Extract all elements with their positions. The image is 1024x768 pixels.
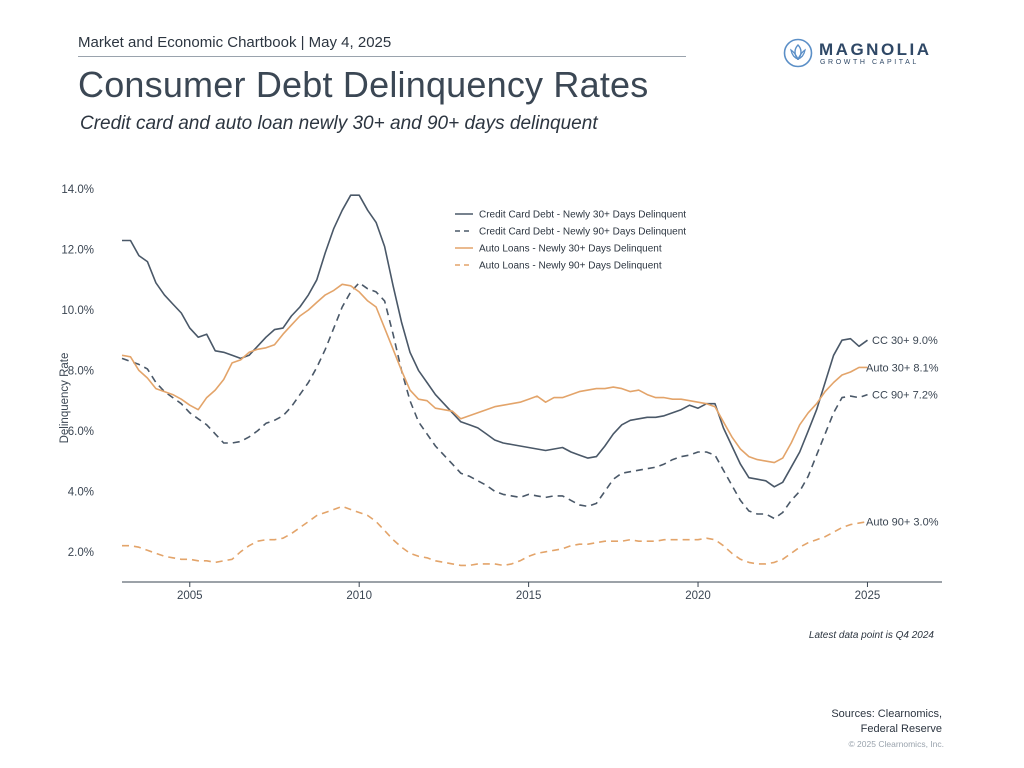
y-tick-label: 14.0%: [61, 184, 94, 196]
series-line-4: [122, 505, 868, 567]
brand-logo: MAGNOLIA GROWTH CAPITAL: [783, 38, 943, 70]
sources-line-2: Federal Reserve: [860, 723, 942, 735]
legend-label: Credit Card Debt - Newly 30+ Days Delinq…: [479, 210, 686, 221]
x-tick-label: 2005: [177, 590, 203, 602]
magnolia-flower-icon: [783, 38, 813, 68]
x-tick-label: 2010: [346, 590, 372, 602]
page-title: Consumer Debt Delinquency Rates: [78, 64, 649, 105]
x-tick-label: 2025: [855, 590, 881, 602]
chartbook-header: Market and Economic Chartbook | May 4, 2…: [78, 34, 392, 51]
header-divider: [78, 56, 686, 57]
legend-label: Credit Card Debt - Newly 90+ Days Delinq…: [479, 227, 686, 238]
x-tick-label: 2015: [516, 590, 542, 602]
logo-tagline: GROWTH CAPITAL: [820, 59, 919, 66]
x-tick-label: 2020: [685, 590, 711, 602]
series-line-2: [121, 282, 868, 520]
sources-note: Sources: Clearnomics, Federal Reserve: [831, 707, 942, 737]
y-tick-label: 2.0%: [68, 547, 94, 559]
y-axis-label: Delinquency Rate: [59, 353, 71, 444]
series-end-label: CC 30+ 9.0%: [872, 335, 938, 347]
y-tick-label: 4.0%: [68, 486, 94, 498]
delinquency-line-chart: 2.0% 4.0% 6.0% 8.0% 10.0% 12.0% 14.0% 2005 2010 2…: [59, 184, 942, 602]
series-end-label: Auto 90+ 3.0%: [866, 517, 939, 529]
sources-line-1: Sources: Clearnomics,: [831, 708, 942, 720]
latest-data-note: Latest data point is Q4 2024: [808, 630, 934, 641]
y-tick-label: 10.0%: [61, 305, 94, 317]
legend-label: Auto Loans - Newly 30+ Days Delinquent: [479, 244, 662, 255]
series-line-3: [121, 283, 868, 464]
page-subtitle: Credit card and auto loan newly 30+ and …: [80, 113, 598, 134]
y-tick-label: 8.0%: [68, 365, 94, 377]
logo-name: MAGNOLIA: [819, 40, 932, 59]
series-line-1: [122, 194, 868, 488]
series-end-label: CC 90+ 7.2%: [872, 390, 938, 402]
legend-label: Auto Loans - Newly 90+ Days Delinquent: [479, 261, 662, 272]
copyright-note: © 2025 Clearnomics, Inc.: [848, 739, 944, 749]
series-end-label: Auto 30+ 8.1%: [866, 362, 939, 374]
y-tick-label: 6.0%: [68, 426, 94, 438]
y-tick-label: 12.0%: [61, 245, 94, 257]
plot-area: 2.0% 4.0% 6.0% 8.0% 10.0% 12.0% 14.0% 2005 2010 2…: [59, 184, 942, 602]
